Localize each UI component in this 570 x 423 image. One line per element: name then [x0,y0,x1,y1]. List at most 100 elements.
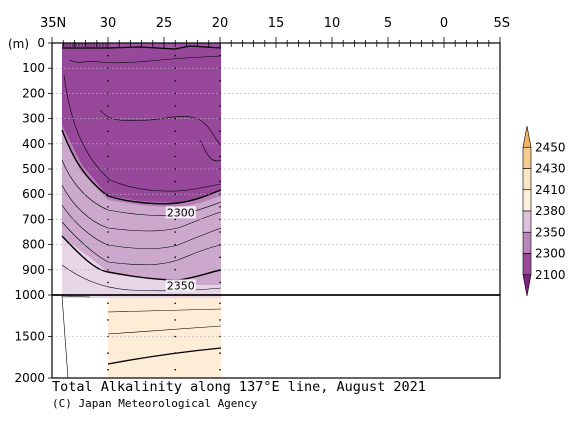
colorbar-swatch [522,210,532,233]
contour-thin [61,159,222,216]
colorbar-label: 2450 [535,140,566,154]
station-sample-dot [174,92,176,95]
station-sample-dot [174,243,176,246]
colorbar-label: 2300 [535,247,566,261]
station-sample-dot [219,319,221,321]
station-sample-dot [174,319,176,321]
contour-thin [61,184,222,232]
station-sample-dot [219,352,221,354]
contour-lower-thin [107,325,222,335]
station-sample-dot [219,281,221,284]
fill-lower-shallow [62,295,108,298]
contour-label-bg [165,279,196,292]
x-tick-label: 20 [212,16,229,31]
x-tick-label: 5 [384,16,392,31]
colorbar-swatch [522,189,532,212]
station-sample-dot [174,54,176,57]
station-sample-dot [219,80,221,82]
station-sample-dot [174,105,176,107]
colorbar-label: 2430 [535,162,566,176]
station-sample-dot [174,67,176,69]
station-sample-dot [174,269,176,271]
x-tick-label: 10 [324,16,341,31]
x-tick-label: 15 [268,16,285,31]
colorbar-label: 2410 [535,183,566,197]
station-sample-dot [174,231,176,233]
station-sample-dot [219,206,221,208]
contour-2300 [61,129,222,205]
x-tick-label: 30 [100,16,117,31]
station-sample-dot [174,218,176,221]
contour-thin [99,109,222,146]
y-tick-label: 500 [22,162,45,176]
contour-lines [61,45,222,378]
station-sample-dot [174,368,176,371]
colorbar-label: 2350 [535,225,566,239]
y-tick-label: 200 [22,86,45,100]
contour-2300-top [62,45,222,50]
colorbar-label: 2380 [535,204,566,218]
station-sample-dot [174,80,176,82]
station-sample-dot [107,302,109,305]
contour-labels: 2300 2350 [165,206,196,292]
x-tick-label: 5S [493,16,510,31]
x-tick-label: 35N [40,16,66,31]
station-sample-dot [174,117,176,120]
x-tick-label: 25 [156,16,173,31]
contour-thin [61,264,222,292]
station-sample-dot [219,256,221,259]
y-gridlines [52,67,500,337]
contour-2350 [61,235,222,281]
chart-credit: (C) Japan Meteorological Agency [52,397,258,410]
station-sample-dot [219,54,221,57]
station-sample-dot [107,54,109,57]
station-sample-dot [174,352,176,354]
station-sample-dot [219,302,221,305]
contour-lower-thick [107,347,222,365]
station-sample-dot [219,105,221,107]
station-sample-dot [219,368,221,371]
y-tick-label: 700 [22,212,45,226]
x-axis-labels: 35N 30 25 20 15 10 5 0 5S [40,16,510,31]
y-tick-label: 400 [22,137,45,151]
y-tick-label: 900 [22,263,45,277]
contour-label: 2300 [167,206,195,219]
station-sample-dot [219,180,221,183]
station-sample-dot [107,281,109,284]
y-axis-unit-label: (m) [8,37,29,51]
station-sample-dot [219,130,221,132]
y-tick-label: 2000 [14,371,45,385]
fill-lower-2380-strip [108,295,221,298]
contour-label: 2350 [167,279,195,292]
station-sample-dot [107,368,109,371]
colorbar-label: 2100 [535,268,566,282]
station-sample-dot [107,206,109,208]
station-sample-dot [107,130,109,132]
station-sample-dot [174,180,176,183]
y-axis-labels: 0 100 200 300 400 500 600 700 800 900 1000 1500 2000 [14,36,45,385]
colorbar-swatch [522,231,532,254]
plot-frame-lower [51,294,501,379]
colorbar-swatch [522,168,532,191]
y-tick-label: 0 [37,36,45,50]
station-sample-dot [107,180,109,183]
contour-thin [63,74,222,192]
station-sample-dot [107,155,109,158]
station-sample-dot [107,231,109,233]
station-sample-dot [107,80,109,82]
y-tick-label: 300 [22,112,45,126]
colorbar-bottom-arrow [522,274,532,297]
contour-lower-thin [61,295,91,298]
colorbar: 2450 2430 2410 2380 2350 2300 2100 [522,125,566,297]
x-tick-label: 0 [440,16,448,31]
station-sample-dot [174,155,176,158]
station-sample-dot [219,231,221,233]
station-sample-dot [107,352,109,354]
y-tick-label: 1000 [14,288,45,302]
contour-label-bg [165,206,196,219]
station-sample-dot [107,256,109,259]
contour-lower-thin [107,308,222,313]
colorbar-swatch [522,146,532,169]
station-sample-dot [219,155,221,158]
